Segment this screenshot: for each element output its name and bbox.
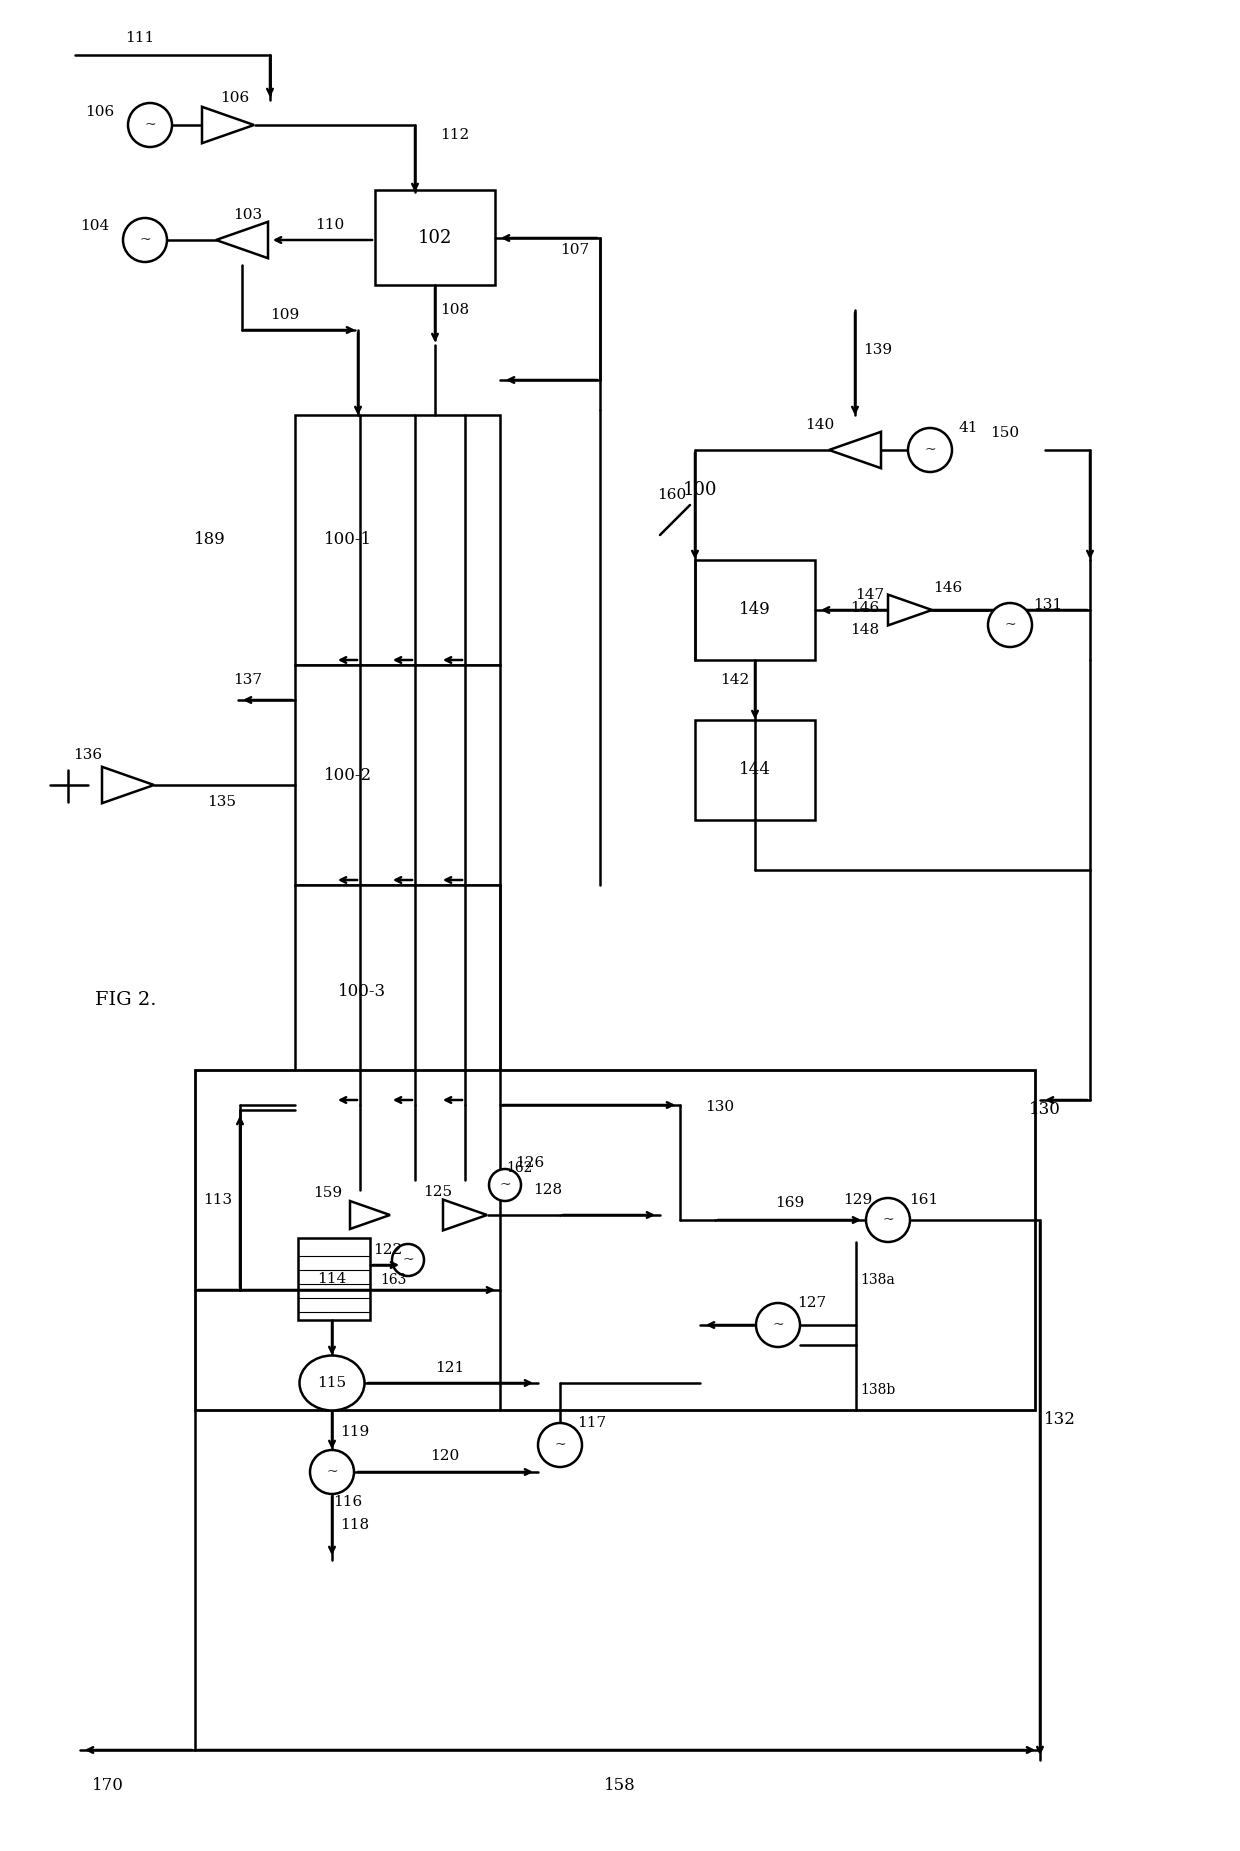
Text: 125: 125	[423, 1185, 453, 1199]
Text: 121: 121	[435, 1360, 465, 1375]
Text: 103: 103	[233, 207, 263, 222]
Text: 158: 158	[604, 1777, 636, 1794]
Polygon shape	[202, 107, 254, 143]
Text: 136: 136	[73, 748, 103, 763]
Text: 117: 117	[578, 1416, 606, 1431]
Polygon shape	[830, 431, 880, 468]
Text: 128: 128	[533, 1183, 563, 1198]
Bar	[374, 191, 495, 285]
Text: ~: ~	[882, 1212, 894, 1227]
Text: 116: 116	[334, 1496, 362, 1509]
Text: 161: 161	[909, 1194, 939, 1207]
Text: 138a: 138a	[861, 1273, 895, 1286]
Text: 160: 160	[657, 489, 687, 502]
Text: ~: ~	[139, 233, 151, 246]
Polygon shape	[216, 222, 268, 257]
Text: 132: 132	[1044, 1412, 1076, 1429]
Text: 150: 150	[991, 426, 1019, 441]
Text: 144: 144	[739, 761, 771, 779]
Text: 104: 104	[81, 218, 109, 233]
Text: 126: 126	[516, 1157, 544, 1170]
Polygon shape	[443, 1199, 487, 1231]
Text: FIG 2.: FIG 2.	[95, 990, 156, 1009]
Text: 100-3: 100-3	[339, 983, 386, 1001]
Text: 146: 146	[851, 602, 879, 615]
Text: 129: 129	[843, 1194, 873, 1207]
Text: 130: 130	[1029, 1101, 1061, 1118]
Circle shape	[988, 603, 1032, 648]
Text: ~: ~	[773, 1318, 784, 1333]
Text: ~: ~	[326, 1464, 337, 1479]
Text: 148: 148	[851, 624, 879, 637]
Bar	[694, 720, 815, 820]
Text: 147: 147	[856, 589, 884, 602]
Bar	[295, 665, 500, 885]
Text: 169: 169	[775, 1196, 805, 1211]
Text: 100-2: 100-2	[324, 766, 372, 783]
Text: 114: 114	[317, 1272, 347, 1286]
Text: ~: ~	[924, 442, 936, 457]
Text: 100-1: 100-1	[324, 531, 372, 548]
Text: 142: 142	[720, 674, 750, 687]
Text: 122: 122	[373, 1244, 403, 1257]
Text: 131: 131	[1033, 598, 1063, 613]
Polygon shape	[102, 766, 154, 803]
Circle shape	[866, 1198, 910, 1242]
Text: ~: ~	[500, 1177, 511, 1192]
Text: 146: 146	[934, 581, 962, 594]
Text: 130: 130	[706, 1099, 734, 1114]
Text: 119: 119	[340, 1425, 370, 1438]
Text: 108: 108	[440, 304, 470, 317]
Text: 140: 140	[805, 418, 835, 431]
Text: ~: ~	[402, 1253, 414, 1266]
Circle shape	[538, 1423, 582, 1468]
Text: ~: ~	[1004, 618, 1016, 631]
Circle shape	[489, 1170, 521, 1201]
Bar	[195, 1070, 1035, 1410]
Text: 115: 115	[317, 1375, 346, 1390]
Text: 159: 159	[314, 1186, 342, 1199]
Text: ~: ~	[144, 118, 156, 131]
Text: 110: 110	[315, 218, 345, 231]
Text: 113: 113	[203, 1194, 233, 1207]
Text: 120: 120	[430, 1449, 460, 1462]
Text: 106: 106	[221, 91, 249, 106]
Circle shape	[123, 218, 167, 263]
Text: 106: 106	[86, 106, 114, 118]
Text: 41: 41	[959, 420, 978, 435]
Text: 102: 102	[418, 230, 453, 246]
Text: 138b: 138b	[861, 1383, 895, 1398]
Text: 137: 137	[233, 674, 263, 687]
Text: 170: 170	[92, 1777, 124, 1794]
Text: 109: 109	[270, 307, 300, 322]
Text: 100: 100	[683, 481, 717, 500]
Circle shape	[756, 1303, 800, 1348]
Text: 139: 139	[863, 342, 893, 357]
Bar	[298, 1238, 370, 1320]
Text: 107: 107	[560, 242, 589, 257]
Text: 127: 127	[797, 1296, 827, 1311]
Bar	[694, 561, 815, 661]
Text: 149: 149	[739, 602, 771, 618]
Text: ~: ~	[554, 1438, 565, 1451]
Ellipse shape	[300, 1355, 365, 1410]
Bar	[295, 415, 500, 665]
Polygon shape	[350, 1201, 391, 1229]
Text: 118: 118	[341, 1518, 370, 1533]
Text: 163: 163	[379, 1273, 407, 1286]
Text: 112: 112	[440, 128, 470, 143]
Text: 135: 135	[207, 794, 237, 809]
Circle shape	[908, 428, 952, 472]
Text: 111: 111	[125, 31, 155, 44]
Circle shape	[128, 104, 172, 146]
Text: 189: 189	[195, 531, 226, 548]
Circle shape	[310, 1449, 353, 1494]
Polygon shape	[888, 594, 932, 626]
Bar	[295, 885, 500, 1105]
Circle shape	[392, 1244, 424, 1275]
Text: 162: 162	[507, 1161, 533, 1175]
